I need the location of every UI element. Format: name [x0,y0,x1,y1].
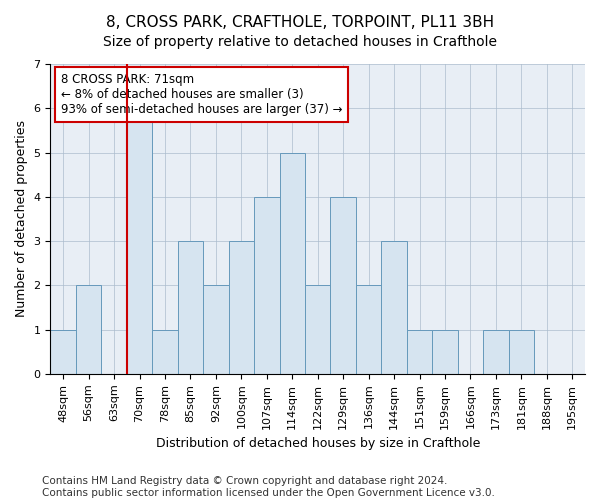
Bar [203,286,229,374]
Bar [356,286,382,374]
Bar [178,241,203,374]
Bar [382,241,407,374]
Bar [127,108,152,374]
Bar [50,330,76,374]
Bar [432,330,458,374]
Bar [331,197,356,374]
Bar [407,330,432,374]
Text: Contains HM Land Registry data © Crown copyright and database right 2024.
Contai: Contains HM Land Registry data © Crown c… [42,476,495,498]
Y-axis label: Number of detached properties: Number of detached properties [15,120,28,318]
Bar [152,330,178,374]
Text: 8 CROSS PARK: 71sqm
← 8% of detached houses are smaller (3)
93% of semi-detached: 8 CROSS PARK: 71sqm ← 8% of detached hou… [61,74,343,116]
Bar [229,241,254,374]
Bar [254,197,280,374]
Bar [509,330,534,374]
Bar [76,286,101,374]
Text: 8, CROSS PARK, CRAFTHOLE, TORPOINT, PL11 3BH: 8, CROSS PARK, CRAFTHOLE, TORPOINT, PL11… [106,15,494,30]
Bar [483,330,509,374]
Text: Size of property relative to detached houses in Crafthole: Size of property relative to detached ho… [103,35,497,49]
X-axis label: Distribution of detached houses by size in Crafthole: Distribution of detached houses by size … [155,437,480,450]
Bar [280,152,305,374]
Bar [305,286,331,374]
